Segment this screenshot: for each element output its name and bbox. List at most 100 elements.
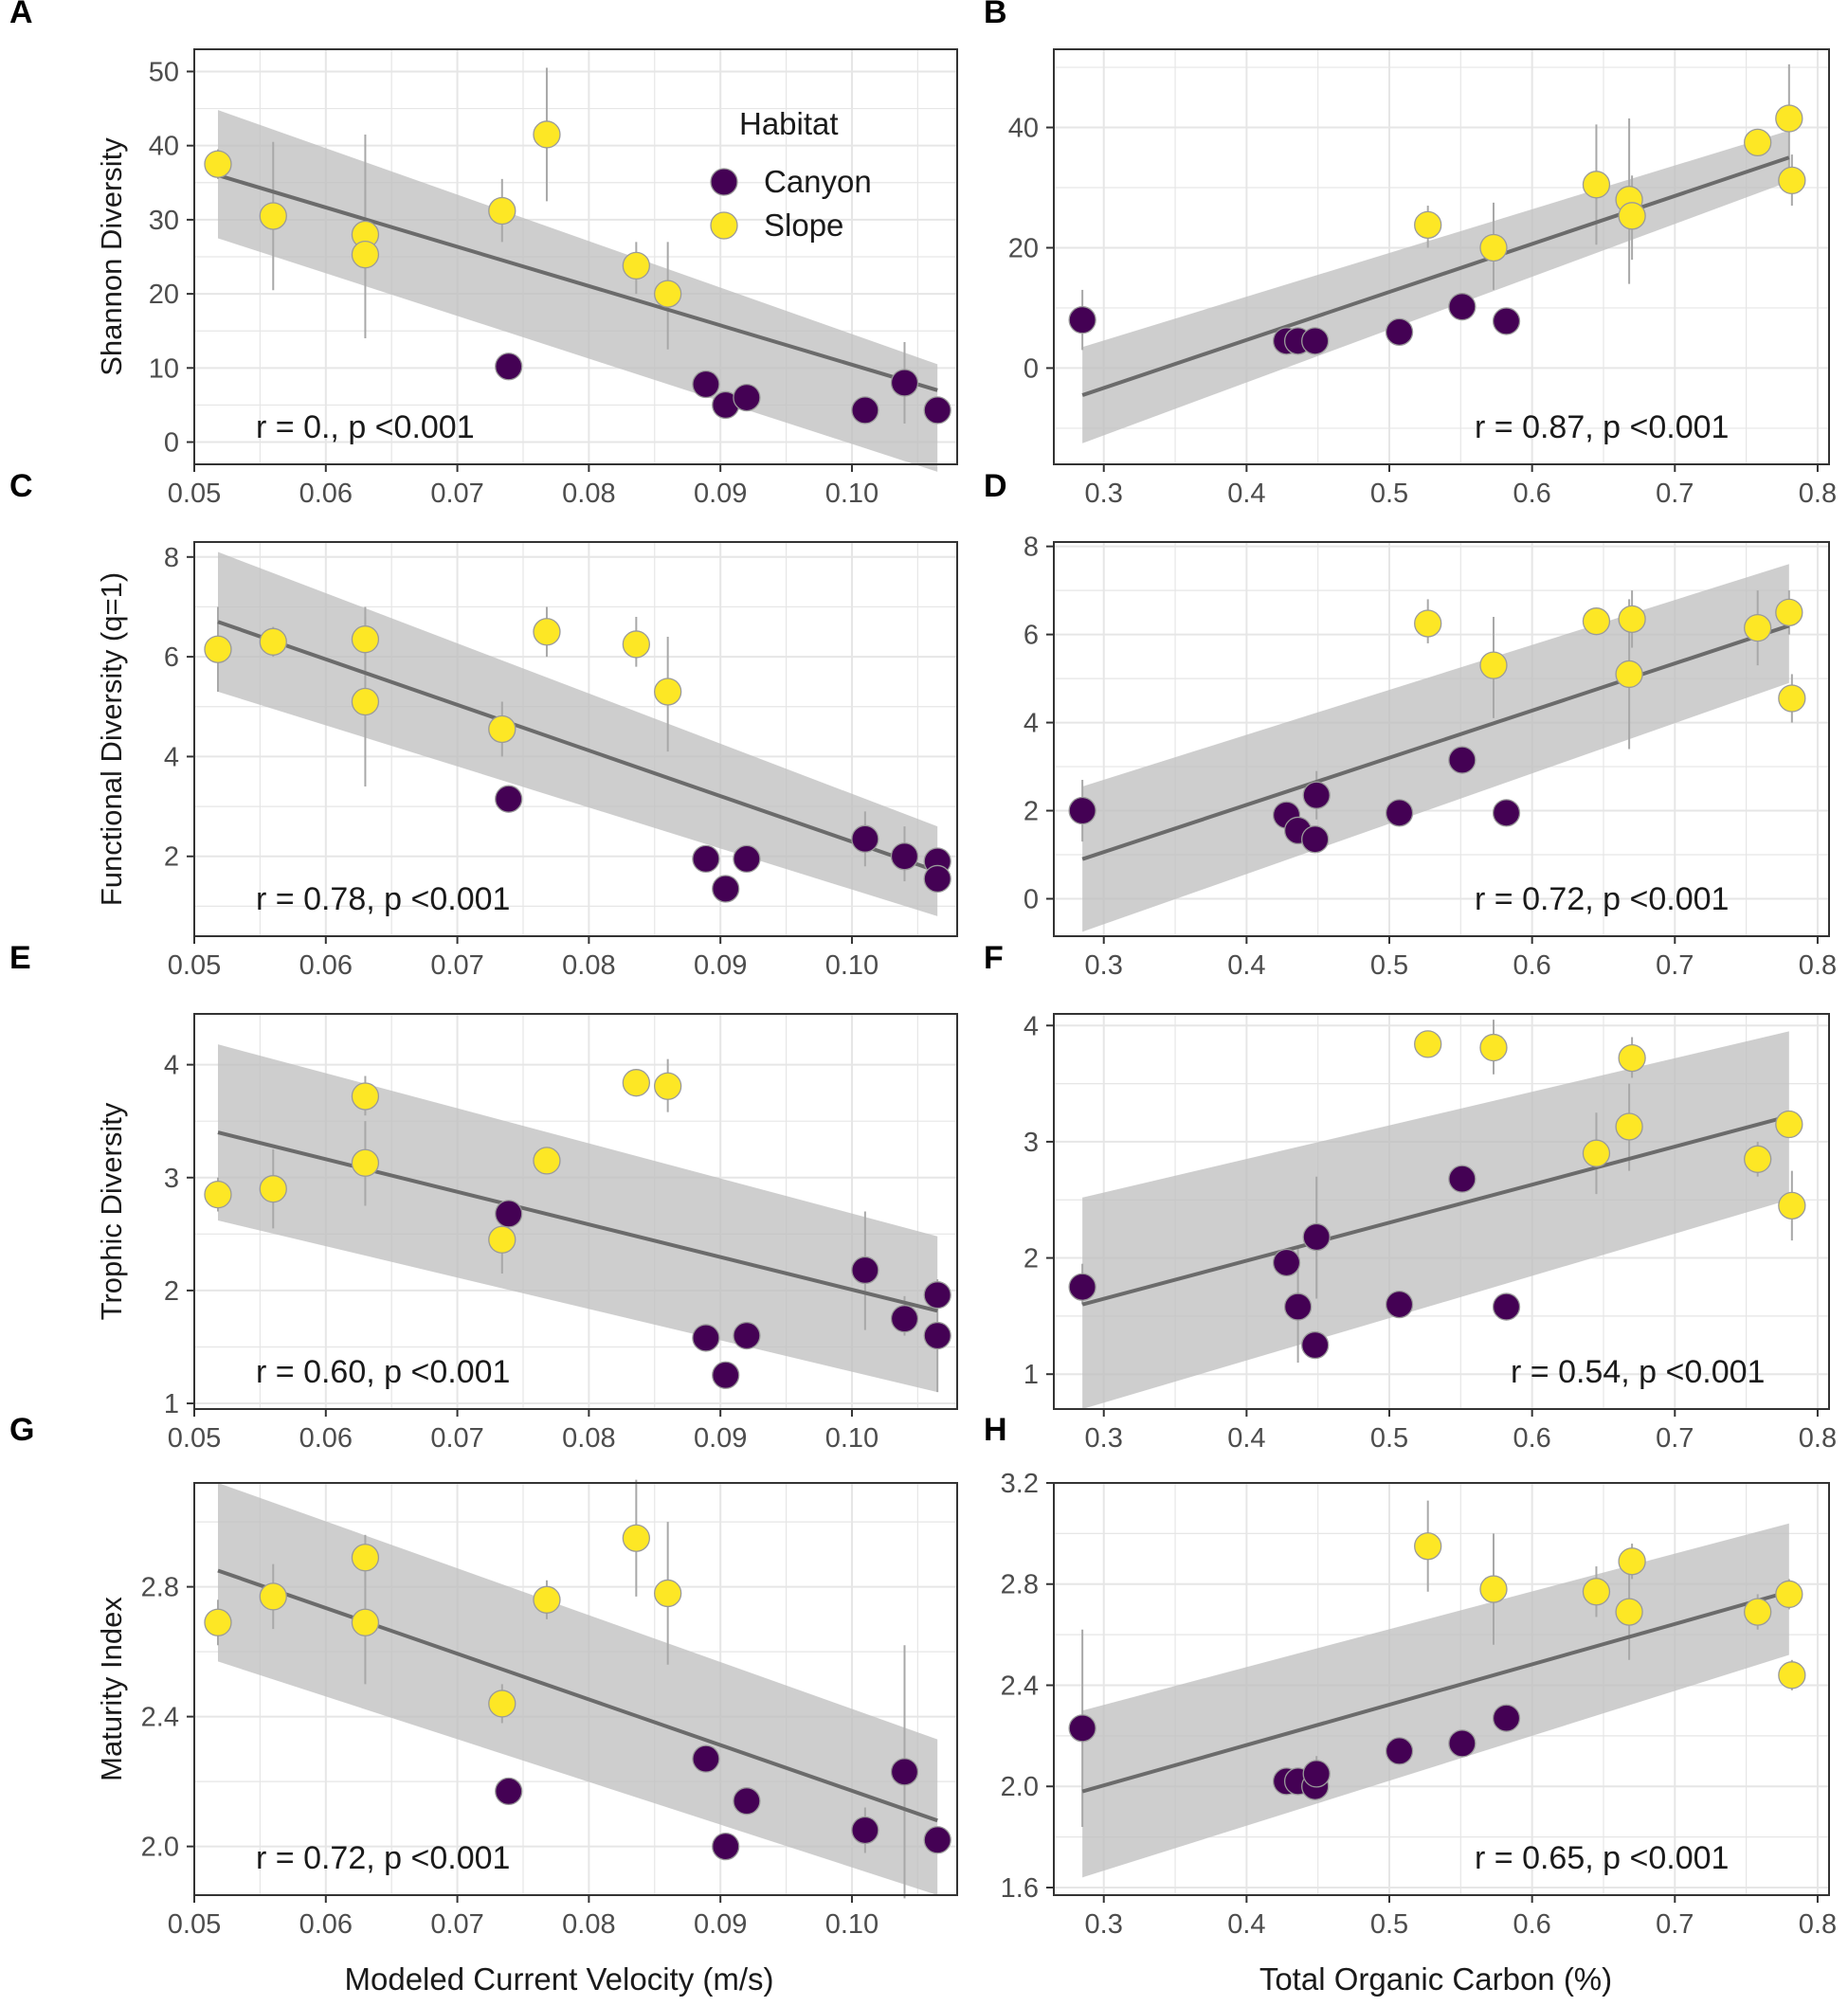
x-tick-label: 0.3 <box>1085 479 1123 509</box>
data-point-slope <box>259 202 287 230</box>
data-point-canyon <box>890 842 919 871</box>
data-point-slope <box>1414 609 1442 638</box>
x-tick-label: 0.10 <box>825 950 879 981</box>
data-point-canyon <box>1068 306 1096 334</box>
data-point-slope <box>351 1148 380 1177</box>
panel-F: F 0.3 0.4 0.5 0.6 0.7 0.8 1 2 3 4 r = 0.54, p <0.00… <box>984 940 1837 1454</box>
data-point-slope <box>1775 598 1803 627</box>
y-axis-label: Maturity Index <box>95 1597 128 1781</box>
y-tick-label: 3.2 <box>1001 1469 1039 1499</box>
correlation-annotation: r = 0.54, p <0.001 <box>1511 1354 1765 1390</box>
data-point-slope <box>259 1582 287 1611</box>
data-point-slope <box>654 678 682 706</box>
panel-letter: E <box>9 940 31 976</box>
data-point-canyon <box>733 383 761 412</box>
data-point-slope <box>1744 613 1772 642</box>
y-tick-label: 0 <box>1024 353 1039 384</box>
data-point-slope <box>1618 1043 1646 1073</box>
data-point-slope <box>1618 605 1646 633</box>
y-tick-label: 50 <box>149 57 179 87</box>
data-point-canyon <box>1301 825 1330 854</box>
panel-letter: D <box>984 468 1007 504</box>
data-point-canyon <box>1272 1248 1301 1277</box>
data-point-canyon <box>923 1321 951 1350</box>
data-point-slope <box>351 241 380 269</box>
regression-line <box>217 173 938 392</box>
data-point-slope <box>1479 1575 1508 1603</box>
data-point-canyon <box>1448 746 1477 774</box>
data-point-canyon <box>692 1324 720 1352</box>
data-point-slope <box>1778 166 1806 195</box>
x-tick-label: 0.8 <box>1799 1909 1837 1940</box>
data-point-slope <box>1618 202 1646 230</box>
data-point-canyon <box>1068 796 1096 825</box>
legend-label: Slope <box>764 208 843 243</box>
y-tick-label: 20 <box>149 280 179 310</box>
x-tick-label: 0.7 <box>1656 1909 1694 1940</box>
data-point-slope <box>1414 1532 1442 1561</box>
panel-letter: G <box>9 1412 34 1448</box>
y-tick-label: 6 <box>1024 621 1039 651</box>
data-point-slope <box>1744 1598 1772 1626</box>
data-point-slope <box>204 150 232 178</box>
panel-border <box>193 48 958 465</box>
data-point-slope <box>533 618 561 646</box>
y-tick-label: 6 <box>164 642 179 673</box>
x-tick-label: 0.6 <box>1513 1423 1550 1454</box>
data-point-slope <box>1618 1547 1646 1576</box>
panel-letter: A <box>9 0 33 30</box>
y-axis-label: Trophic Diversity <box>95 1102 128 1320</box>
data-point-slope <box>488 1225 516 1254</box>
y-tick-label: 8 <box>164 543 179 573</box>
y-tick-label: 2.4 <box>1001 1671 1039 1701</box>
y-tick-label: 2.8 <box>1001 1570 1039 1600</box>
data-point-slope <box>488 196 516 226</box>
data-point-slope <box>1775 1580 1803 1609</box>
data-point-slope <box>1479 233 1508 262</box>
x-tick-label: 0.7 <box>1656 1423 1694 1454</box>
x-tick-label: 0.6 <box>1513 1909 1550 1940</box>
x-axis-title-right: Total Organic Carbon (%) <box>1259 1961 1612 1997</box>
x-tick-label: 0.3 <box>1085 950 1123 981</box>
data-point-canyon <box>923 396 951 425</box>
data-point-slope <box>351 1544 380 1572</box>
x-tick-label: 0.09 <box>694 1423 747 1454</box>
panel-border <box>193 1482 958 1896</box>
data-point-canyon <box>1385 317 1414 346</box>
data-point-canyon <box>1068 1714 1096 1743</box>
data-point-canyon <box>712 1361 740 1389</box>
y-tick-label: 0 <box>1024 884 1039 914</box>
confidence-ribbon <box>1082 564 1789 932</box>
x-tick-label: 0.08 <box>562 1909 615 1940</box>
x-tick-label: 0.08 <box>562 1423 615 1454</box>
data-point-slope <box>1615 1598 1643 1626</box>
y-tick-label: 4 <box>164 742 179 772</box>
data-point-slope <box>622 1524 650 1552</box>
data-point-canyon <box>495 1200 523 1228</box>
data-point-canyon <box>1302 1222 1331 1252</box>
data-point-slope <box>1778 1191 1806 1220</box>
data-point-slope <box>351 1082 380 1111</box>
panel-border <box>1053 1013 1830 1410</box>
y-tick-label: 2 <box>164 842 179 873</box>
x-tick-label: 0.06 <box>299 950 353 981</box>
data-point-slope <box>1582 607 1611 636</box>
data-point-canyon <box>1302 1760 1331 1788</box>
confidence-ribbon <box>217 1483 938 1895</box>
y-tick-label: 4 <box>1024 709 1039 739</box>
x-tick-label: 0.10 <box>825 479 879 509</box>
x-tick-label: 0.05 <box>168 1909 221 1940</box>
data-point-slope <box>351 687 380 716</box>
data-point-canyon <box>495 1777 523 1806</box>
data-point-canyon <box>851 396 879 425</box>
regression-line <box>1081 155 1790 397</box>
data-point-slope <box>1744 1145 1772 1173</box>
data-point-canyon <box>1385 1290 1414 1319</box>
x-tick-label: 0.5 <box>1370 950 1408 981</box>
data-point-slope <box>1615 1112 1643 1141</box>
x-tick-label: 0.4 <box>1227 479 1265 509</box>
legend-key-slope <box>710 211 738 240</box>
correlation-annotation: r = 0.78, p <0.001 <box>256 881 510 917</box>
correlation-annotation: r = 0.87, p <0.001 <box>1475 409 1729 445</box>
data-point-slope <box>259 627 287 656</box>
